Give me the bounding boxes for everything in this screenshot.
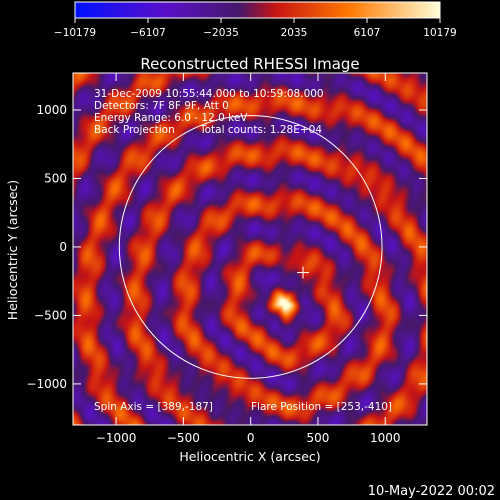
plot-frame	[72, 72, 428, 426]
annotation-method: Back Projection	[94, 124, 175, 136]
annotation-energy-range: Energy Range: 6.0 - 12.0 keV	[94, 112, 248, 124]
colorbar-ticks: −10179 −6107 −2035 2035 6107 10179	[54, 18, 457, 39]
y-tick-label: 0	[59, 240, 67, 254]
annotation-detectors: Detectors: 7F 8F 9F, Att 0	[94, 100, 229, 112]
x-tick-label: 1000	[370, 431, 401, 445]
colorbar-tick-label: −2035	[203, 27, 239, 39]
plot-area: −1000 −500 0 500 1000 −1000 −500 0 500 1000	[26, 72, 428, 445]
chart-title: Reconstructed RHESSI Image	[140, 55, 359, 73]
heatmap-image	[73, 73, 427, 425]
footer-date: 10-May-2022 00:02	[368, 484, 495, 499]
colorbar-tick-label: 2035	[281, 27, 308, 39]
x-axis-label: Heliocentric X (arcsec)	[179, 449, 320, 464]
x-tick-label: −1000	[96, 431, 137, 445]
x-tick-label: 500	[307, 431, 330, 445]
x-tick-label: −500	[167, 431, 200, 445]
x-tick-label: 0	[247, 431, 255, 445]
y-tick-label: 500	[44, 171, 67, 185]
spin-axis-label: Spin Axis = [389,-187]	[94, 401, 213, 413]
annotation-total-counts: Total counts: 1.28E+04	[199, 124, 322, 136]
colorbar-tick-label: 6107	[354, 27, 381, 39]
colorbar-tick-label: 10179	[423, 27, 456, 39]
flare-position-label: Flare Position = [253,-410]	[251, 401, 392, 413]
y-axis-label: Heliocentric Y (arcsec)	[5, 180, 20, 320]
colorbar-tick-label: −6107	[130, 27, 166, 39]
y-tick-label: −1000	[26, 377, 67, 391]
solar-limb-circle	[118, 115, 383, 379]
annotation-time-range: 31-Dec-2009 10:55:44.000 to 10:59:08.000	[94, 88, 324, 100]
annotation-block: 31-Dec-2009 10:55:44.000 to 10:59:08.000…	[94, 88, 324, 136]
y-tick-label: 1000	[36, 103, 67, 117]
colorbar-gradient	[74, 1, 441, 19]
axis-ticks: −1000 −500 0 500 1000 −1000 −500 0 500 1000	[26, 73, 427, 445]
colorbar: −10179 −6107 −2035 2035 6107 10179	[54, 1, 457, 39]
y-tick-label: −500	[34, 308, 67, 322]
flare-position-marker	[297, 266, 310, 279]
colorbar-tick-label: −10179	[54, 27, 96, 39]
